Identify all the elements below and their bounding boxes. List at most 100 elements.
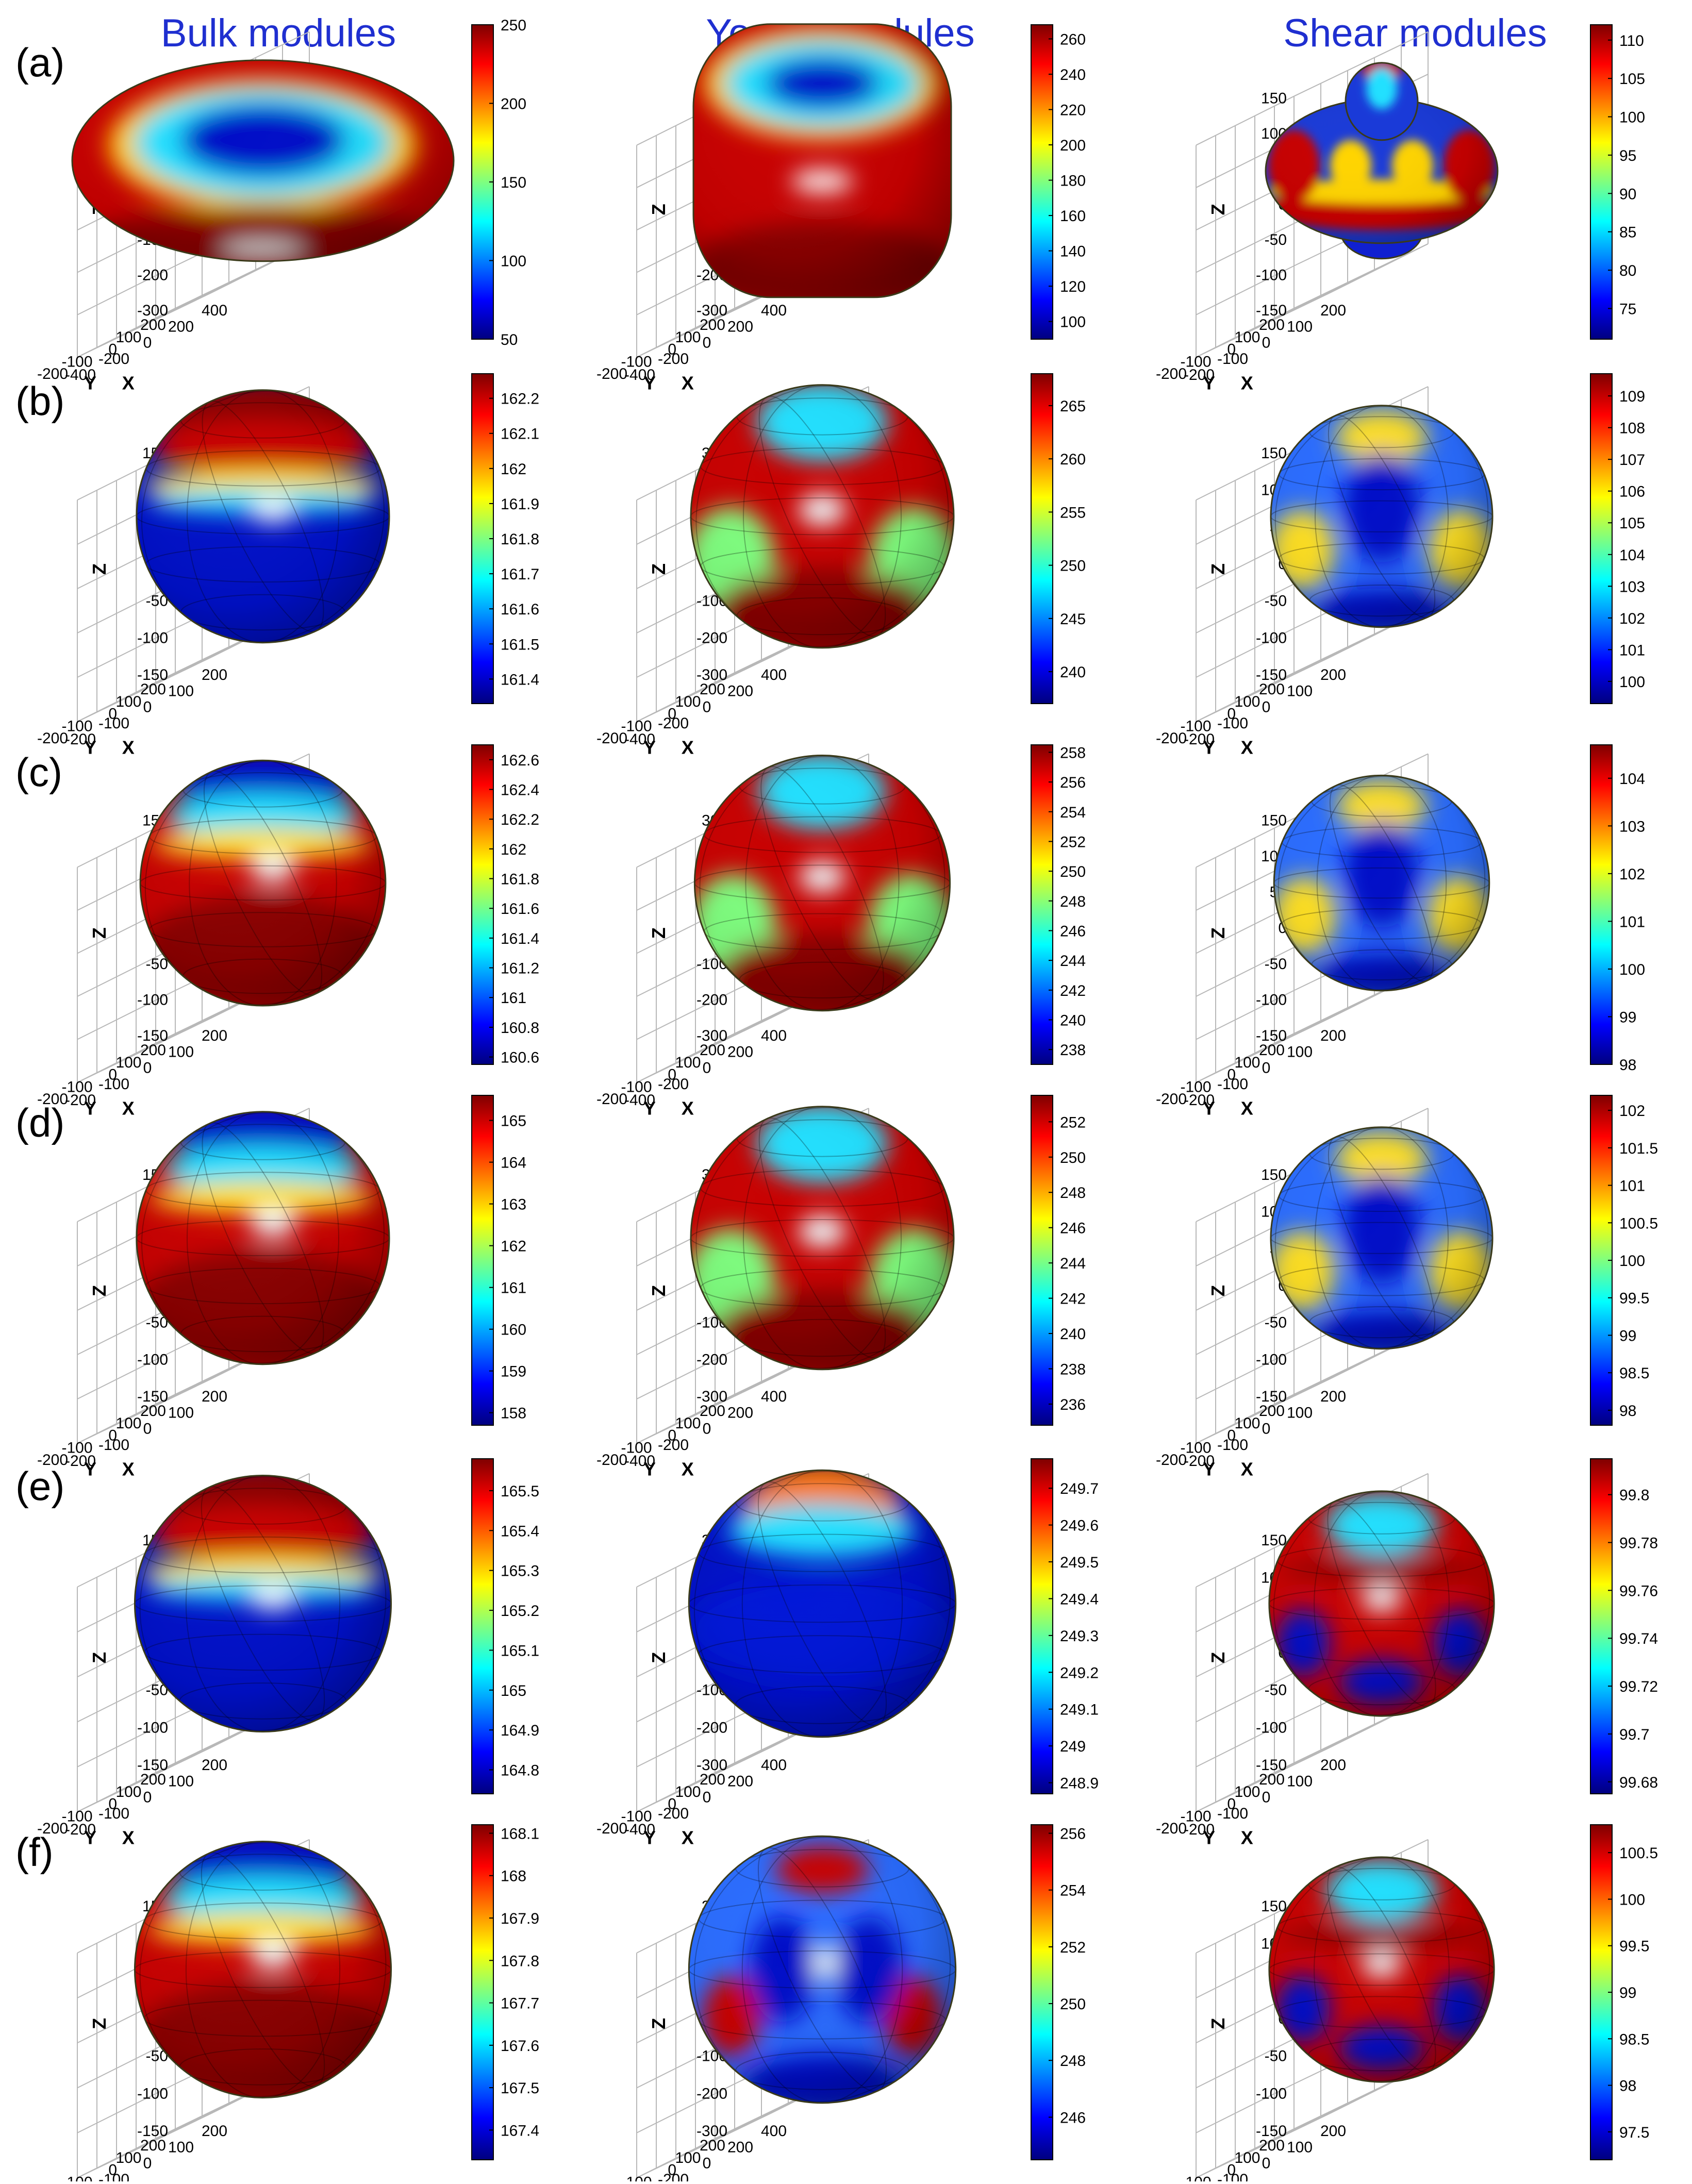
x-axis-label: X: [682, 737, 694, 758]
surface-shading: [72, 60, 454, 261]
x-tick-label: 100: [1287, 682, 1313, 699]
y-axis-label: Y: [84, 737, 96, 758]
surface-plot: [693, 24, 951, 297]
surface-outline: [1345, 62, 1419, 141]
y-tick-label: -200: [37, 730, 68, 747]
colorbar: [1590, 1095, 1613, 1426]
z-tick-label: -150: [137, 2123, 168, 2140]
y-tick-label: 200: [700, 1403, 725, 1420]
y-tick-label: 200: [1259, 681, 1285, 698]
surface-shading: [137, 390, 389, 643]
colorbar-tick-label: 99.5: [1619, 1938, 1649, 1955]
y-axis-label: Y: [1203, 1459, 1215, 1480]
colorbar-tick-label: 100: [1619, 674, 1645, 691]
y-tick-label: -100: [1180, 1078, 1211, 1095]
y-axis-label: Y: [643, 373, 656, 394]
x-tick-label: 200: [202, 666, 227, 683]
x-axis-label: X: [1241, 373, 1253, 394]
chart-panel-1-3: 150100500-50-100-150Z2001000-100-200Y-20…: [1156, 24, 1645, 394]
x-tick-label: 0: [1262, 335, 1271, 352]
surface-outline: [688, 1469, 957, 1738]
y-tick-label: -100: [61, 718, 92, 735]
surface-plot: [1269, 1857, 1495, 2082]
colorbar-tick-label: 200: [1060, 137, 1086, 154]
colorbar-tick-label: 248: [1060, 2053, 1086, 2070]
y-tick-label: -200: [37, 1091, 68, 1108]
colorbar-tick-label: 98: [1619, 1057, 1636, 1074]
y-tick-label: -200: [596, 1091, 627, 1108]
colorbar-tick-label: 161.8: [501, 871, 539, 888]
z-axis-label: Z: [648, 1285, 669, 1296]
x-tick-label: 0: [703, 2155, 711, 2172]
y-tick-label: 200: [140, 1771, 166, 1788]
grid-line: [77, 990, 176, 1040]
x-axis-label: X: [682, 1459, 694, 1480]
colorbar-tick-label: 248: [1060, 893, 1086, 910]
surface-shading: [691, 385, 954, 648]
z-tick-label: -300: [696, 666, 727, 683]
colorbar-tick-label: 250: [1060, 1149, 1086, 1166]
y-tick-label: 0: [108, 1427, 117, 1444]
colorbar: [1031, 1824, 1053, 2160]
z-tick-label: -300: [696, 1757, 727, 1774]
colorbar-tick-label: 97.5: [1619, 2124, 1649, 2141]
colorbar: [471, 1458, 494, 1794]
z-tick-label: 150: [1261, 445, 1287, 462]
x-tick-label: 0: [143, 335, 152, 352]
y-tick-label: 0: [668, 1427, 676, 1444]
colorbar-tick-label: 140: [1060, 243, 1086, 260]
y-tick-label: -100: [61, 1439, 92, 1456]
colorbar: [1031, 1095, 1053, 1426]
colorbar-tick-label: 102: [1619, 610, 1645, 627]
y-tick-label: 200: [700, 316, 725, 334]
colorbar-tick-label: 110: [1619, 32, 1644, 49]
grid-line: [77, 1717, 176, 1768]
x-tick-label: 200: [1320, 302, 1346, 319]
row-label: (b): [15, 378, 64, 424]
surface-shading: [694, 755, 950, 1011]
x-tick-label: 100: [1287, 1773, 1313, 1790]
y-axis-label: Y: [1203, 737, 1215, 758]
y-axis-label: Y: [643, 1827, 656, 1848]
y-tick-label: -100: [61, 1078, 92, 1095]
y-tick-label: 100: [1234, 329, 1260, 346]
y-tick-label: 100: [675, 693, 701, 710]
colorbar-tick-label: 240: [1060, 66, 1086, 84]
x-tick-label: 100: [1287, 2139, 1313, 2156]
x-tick-label: 400: [202, 302, 227, 319]
colorbar-tick-label: 167.5: [501, 2080, 539, 2097]
grid-line: [1196, 583, 1295, 633]
colorbar-tick-label: 85: [1619, 224, 1636, 241]
colorbar-tick-label: 242: [1060, 1291, 1086, 1308]
y-tick-label: -200: [596, 730, 627, 747]
grid-line: [636, 1717, 735, 1768]
grid-line: [77, 1672, 176, 1723]
colorbar: [1031, 24, 1053, 340]
z-axis-label: Z: [1207, 1652, 1229, 1663]
colorbar-tick-label: 106: [1619, 484, 1645, 501]
colorbar-tick-label: 99.8: [1619, 1487, 1649, 1504]
x-tick-label: 0: [703, 1060, 711, 1077]
colorbar-tick-label: 160: [501, 1322, 526, 1339]
colorbar-tick-label: 246: [1060, 1220, 1086, 1237]
grid-line: [77, 583, 176, 633]
colorbar-tick-label: 98: [1619, 1403, 1636, 1420]
colorbar-tick-label: 161.6: [501, 601, 539, 618]
z-tick-label: -200: [696, 991, 727, 1008]
y-tick-label: 0: [668, 1796, 676, 1813]
y-tick-label: 200: [700, 1042, 725, 1059]
z-axis-label: Z: [648, 2018, 669, 2029]
x-tick-label: -200: [65, 731, 96, 748]
z-tick-label: 150: [1261, 1166, 1287, 1183]
x-tick-label: 200: [202, 1757, 227, 1774]
x-tick-label: -200: [1184, 1453, 1215, 1470]
y-axis-label: Y: [1203, 1098, 1215, 1119]
x-tick-label: -200: [65, 1092, 96, 1109]
z-tick-label: -300: [696, 1388, 727, 1405]
x-tick-label: 0: [143, 699, 152, 716]
y-tick-label: 200: [140, 2137, 166, 2154]
z-axis-label: Z: [648, 563, 669, 575]
y-tick-label: 200: [700, 2137, 725, 2154]
z-axis-label: Z: [89, 2018, 110, 2029]
x-tick-label: 0: [143, 1789, 152, 1806]
